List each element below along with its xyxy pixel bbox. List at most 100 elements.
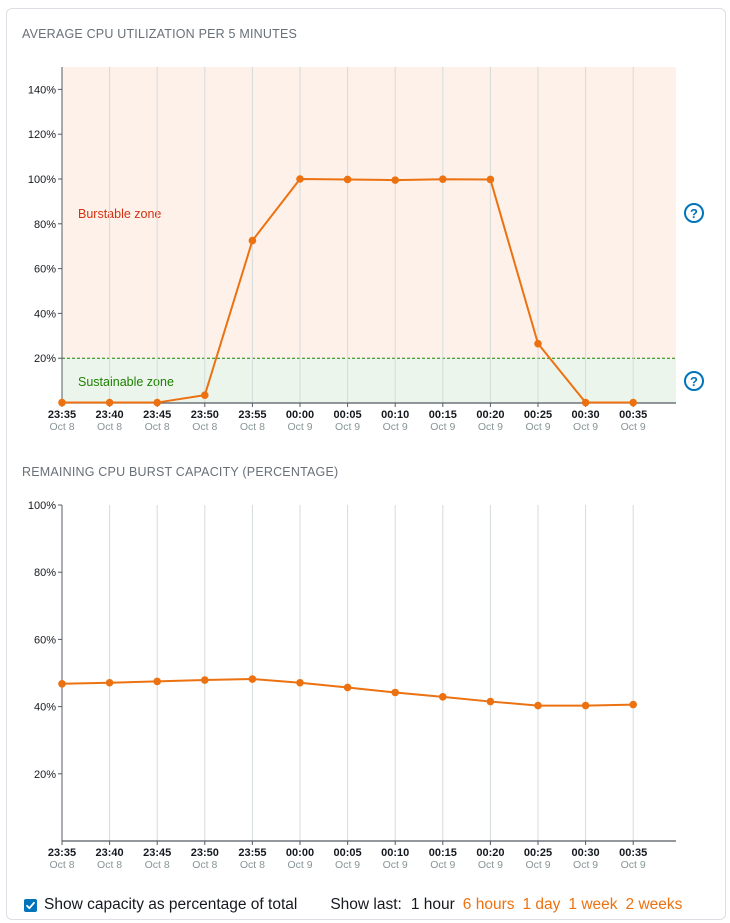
x-tick-time-label: 00:10	[381, 847, 409, 859]
x-tick-time-label: 23:55	[238, 409, 266, 421]
x-tick-date-label: Oct 8	[145, 859, 170, 871]
checkmark-icon	[26, 901, 35, 909]
x-tick-date-label: Oct 8	[192, 421, 217, 433]
range-1-week[interactable]: 1 week	[568, 896, 618, 913]
burstable-zone-label: Burstable zone	[78, 207, 161, 221]
data-point	[296, 175, 304, 183]
data-point	[439, 175, 447, 184]
data-point	[248, 675, 257, 683]
data-point	[153, 677, 161, 686]
x-tick-time-label: 23:45	[143, 847, 171, 859]
x-tick-time-label: 00:25	[524, 409, 552, 421]
range-2-weeks[interactable]: 2 weeks	[625, 896, 683, 913]
x-tick-time-label: 00:30	[572, 409, 600, 421]
x-tick-time-label: 23:55	[238, 847, 266, 859]
x-tick-date-label: Oct 9	[383, 421, 408, 433]
x-tick-time-label: 23:50	[191, 409, 219, 421]
range-1-day[interactable]: 1 day	[522, 896, 561, 913]
x-tick-date-label: Oct 8	[49, 859, 74, 871]
y-tick-label: 140%	[28, 84, 56, 96]
range-6-hours[interactable]: 6 hours	[462, 896, 515, 913]
data-point	[343, 175, 352, 184]
y-tick-label: 120%	[28, 129, 56, 141]
sustainable-zone-help-icon[interactable]: ?	[684, 371, 704, 391]
range-1-hour[interactable]: 1 hour	[410, 896, 455, 913]
x-tick-date-label: Oct 8	[97, 421, 122, 433]
x-tick-date-label: Oct 9	[430, 859, 455, 871]
help-icon-glyph: ?	[690, 206, 698, 221]
x-tick-date-label: Oct 9	[478, 421, 503, 433]
x-tick-date-label: Oct 8	[240, 421, 265, 433]
y-tick-label: 60%	[34, 264, 56, 276]
data-point	[296, 678, 304, 687]
x-tick-date-label: Oct 8	[97, 859, 122, 871]
x-tick-time-label: 00:15	[429, 409, 457, 421]
x-tick-date-label: Oct 8	[49, 421, 74, 433]
x-tick-time-label: 00:05	[334, 847, 362, 859]
x-tick-time-label: 00:00	[286, 847, 314, 859]
data-point	[391, 688, 400, 697]
data-point	[629, 398, 637, 407]
y-tick-label: 60%	[34, 634, 56, 646]
data-point	[439, 693, 447, 701]
data-point	[486, 175, 495, 184]
burst-capacity-chart-title: REMAINING CPU BURST CAPACITY (PERCENTAGE…	[22, 465, 339, 479]
data-point	[391, 176, 400, 184]
y-tick-label: 100%	[28, 174, 56, 186]
x-tick-date-label: Oct 9	[383, 859, 408, 871]
x-tick-date-label: Oct 9	[335, 421, 360, 433]
x-tick-date-label: Oct 9	[478, 859, 503, 871]
data-point	[153, 398, 161, 407]
x-tick-date-label: Oct 9	[621, 421, 646, 433]
data-point	[58, 398, 66, 407]
y-tick-label: 80%	[34, 567, 56, 579]
x-tick-time-label: 23:50	[191, 847, 219, 859]
data-point	[581, 398, 590, 407]
data-point	[343, 683, 352, 692]
x-tick-time-label: 00:10	[381, 409, 409, 421]
percentage-checkbox-label[interactable]: Show capacity as percentage of total	[44, 896, 298, 913]
x-tick-date-label: Oct 9	[335, 859, 360, 871]
y-tick-label: 100%	[28, 500, 56, 512]
x-tick-time-label: 23:40	[96, 409, 124, 421]
y-tick-label: 40%	[34, 702, 56, 714]
x-tick-time-label: 00:20	[476, 409, 504, 421]
data-point	[534, 339, 542, 348]
cpu-utilization-chart-title: AVERAGE CPU UTILIZATION PER 5 MINUTES	[22, 27, 298, 41]
help-icon-glyph: ?	[690, 374, 698, 389]
cpu-utilization-chart: Burstable zone Sustainable zone 20% 40% 60% 8…	[28, 67, 704, 433]
x-tick-time-label: 00:20	[476, 847, 504, 859]
show-last-label: Show last:	[330, 896, 402, 913]
percentage-checkbox[interactable]	[24, 898, 37, 912]
x-tick-date-label: Oct 8	[240, 859, 265, 871]
x-tick-date-label: Oct 9	[621, 859, 646, 871]
x-tick-date-label: Oct 9	[573, 859, 598, 871]
help-icon-circle	[684, 371, 704, 391]
x-tick-time-label: 23:35	[48, 409, 76, 421]
x-tick-date-label: Oct 8	[145, 421, 170, 433]
x-tick-time-label: 00:00	[286, 409, 314, 421]
sustainable-zone-label: Sustainable zone	[78, 375, 174, 389]
data-point	[534, 701, 542, 710]
data-point	[581, 701, 590, 710]
y-tick-label: 20%	[34, 769, 56, 781]
x-tick-date-label: Oct 9	[287, 859, 312, 871]
help-icon-circle	[684, 203, 704, 223]
data-point	[629, 700, 637, 709]
x-tick-time-label: 23:35	[48, 847, 76, 859]
x-tick-time-label: 23:45	[143, 409, 171, 421]
sustainable-zone-area	[62, 358, 676, 403]
x-tick-date-label: Oct 9	[430, 421, 455, 433]
burstable-zone-help-icon[interactable]: ?	[684, 203, 704, 223]
y-tick-label: 40%	[34, 308, 56, 320]
x-tick-date-label: Oct 9	[525, 421, 550, 433]
y-tick-label: 20%	[34, 353, 56, 365]
x-tick-time-label: 23:40	[96, 847, 124, 859]
y-tick-label: 80%	[34, 219, 56, 231]
x-tick-time-label: 00:05	[334, 409, 362, 421]
chart-controls: Show capacity as percentage of total Sho…	[24, 893, 714, 917]
data-point	[105, 678, 114, 687]
x-tick-date-label: Oct 9	[573, 421, 598, 433]
x-tick-time-label: 00:35	[619, 847, 647, 859]
